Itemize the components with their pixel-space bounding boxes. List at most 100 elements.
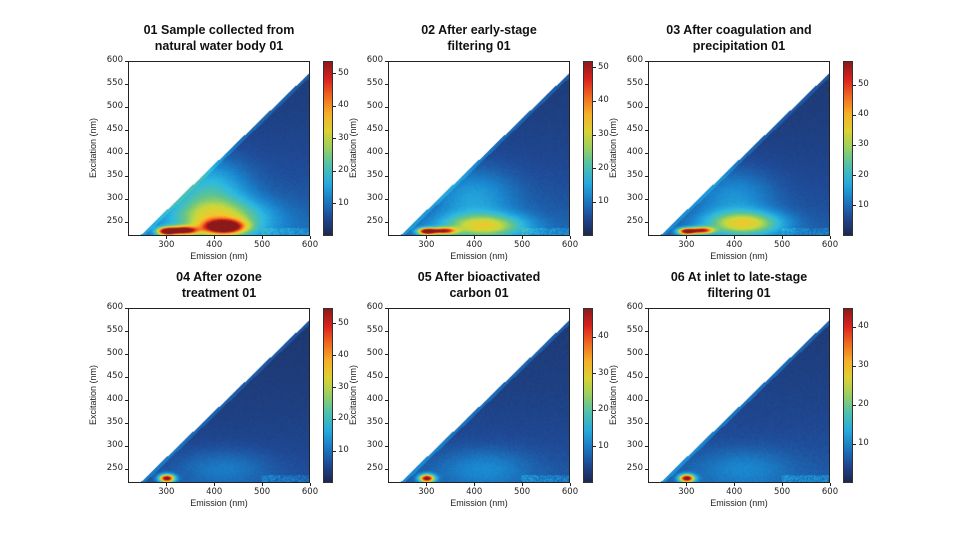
colorbar-tick-mark [853, 444, 856, 445]
colorbar-tick-label: 40 [858, 109, 869, 119]
y-tick-mark [645, 222, 648, 223]
y-tick-mark [385, 199, 388, 200]
y-tick-mark [645, 84, 648, 85]
colorbar-tick-label: 40 [858, 321, 869, 331]
y-tick-label: 500 [104, 348, 123, 358]
chart-title: 05 After bioactivated carbon 01 [358, 269, 600, 301]
colorbar-tick-label: 50 [858, 79, 869, 89]
heatmap-canvas [129, 62, 309, 235]
y-tick-label: 250 [624, 216, 643, 226]
y-tick-label: 400 [104, 394, 123, 404]
y-tick-mark [125, 153, 128, 154]
x-tick-mark [474, 483, 475, 486]
y-tick-mark [125, 130, 128, 131]
colorbar-tick-label: 10 [858, 438, 869, 448]
y-tick-mark [125, 354, 128, 355]
y-tick-label: 300 [104, 193, 123, 203]
x-tick-label: 500 [252, 240, 272, 250]
heatmap-plot [648, 308, 830, 483]
y-tick-mark [125, 61, 128, 62]
x-tick-label: 300 [676, 487, 696, 497]
y-tick-label: 500 [364, 101, 383, 111]
x-tick-mark [686, 236, 687, 239]
x-tick-label: 500 [512, 487, 532, 497]
y-tick-label: 550 [104, 78, 123, 88]
colorbar-tick-mark [593, 135, 596, 136]
y-tick-label: 300 [364, 193, 383, 203]
y-tick-mark [645, 199, 648, 200]
chart-title-line: 05 After bioactivated [358, 269, 600, 285]
y-tick-label: 250 [624, 463, 643, 473]
x-tick-label: 400 [464, 487, 484, 497]
x-axis-label: Emission (nm) [439, 251, 519, 261]
y-tick-mark [645, 176, 648, 177]
colorbar [843, 308, 853, 483]
colorbar-tick-label: 10 [338, 445, 349, 455]
heatmap-canvas [129, 309, 309, 482]
y-tick-mark [645, 61, 648, 62]
heatmap-canvas [649, 62, 829, 235]
colorbar-tick-label: 50 [598, 62, 609, 72]
colorbar [323, 308, 333, 483]
colorbar-tick-mark [333, 138, 336, 139]
x-tick-label: 600 [560, 240, 580, 250]
colorbar-tick-mark [593, 202, 596, 203]
x-tick-label: 500 [512, 240, 532, 250]
y-tick-label: 450 [624, 124, 643, 134]
x-tick-mark [426, 483, 427, 486]
colorbar-tick-mark [333, 451, 336, 452]
y-tick-label: 500 [104, 101, 123, 111]
x-axis-label: Emission (nm) [179, 498, 259, 508]
y-axis-label: Excitation (nm) [348, 355, 358, 435]
y-tick-mark [645, 377, 648, 378]
chart-title-line: natural water body 01 [98, 38, 340, 54]
x-tick-label: 300 [676, 240, 696, 250]
x-tick-label: 400 [204, 240, 224, 250]
y-tick-mark [125, 377, 128, 378]
y-tick-label: 450 [364, 124, 383, 134]
x-tick-mark [310, 483, 311, 486]
y-tick-label: 250 [104, 463, 123, 473]
chart-title-line: filtering 01 [358, 38, 600, 54]
y-tick-mark [385, 354, 388, 355]
y-tick-mark [645, 331, 648, 332]
heatmap-plot [128, 308, 310, 483]
x-tick-mark [782, 483, 783, 486]
x-tick-mark [214, 236, 215, 239]
colorbar-tick-mark [593, 446, 596, 447]
x-tick-label: 500 [772, 240, 792, 250]
colorbar-tick-label: 20 [858, 170, 869, 180]
y-tick-label: 400 [364, 394, 383, 404]
y-tick-mark [385, 153, 388, 154]
chart-title: 03 After coagulation and precipitation 01 [618, 22, 860, 54]
colorbar-tick-label: 30 [858, 139, 869, 149]
y-tick-mark [125, 423, 128, 424]
x-tick-label: 400 [204, 487, 224, 497]
y-tick-label: 400 [624, 394, 643, 404]
y-tick-label: 350 [624, 417, 643, 427]
colorbar [323, 61, 333, 236]
x-axis-label: Emission (nm) [179, 251, 259, 261]
y-tick-mark [385, 61, 388, 62]
colorbar-tick-mark [593, 410, 596, 411]
colorbar-tick-mark [593, 337, 596, 338]
chart-title-line: 01 Sample collected from [98, 22, 340, 38]
x-tick-mark [262, 236, 263, 239]
chart-title-line: 03 After coagulation and [618, 22, 860, 38]
heatmap-plot [388, 308, 570, 483]
y-tick-label: 350 [104, 417, 123, 427]
y-tick-mark [645, 354, 648, 355]
chart-title: 01 Sample collected from natural water bo… [98, 22, 340, 54]
y-tick-label: 300 [364, 440, 383, 450]
colorbar-tick-mark [333, 387, 336, 388]
y-tick-label: 450 [104, 124, 123, 134]
colorbar-tick-label: 20 [858, 399, 869, 409]
y-tick-mark [125, 331, 128, 332]
colorbar-tick-mark [593, 373, 596, 374]
y-tick-mark [385, 107, 388, 108]
colorbar [583, 61, 593, 236]
chart-title: 06 At inlet to late-stage filtering 01 [618, 269, 860, 301]
x-tick-label: 500 [772, 487, 792, 497]
colorbar-tick-label: 10 [338, 198, 349, 208]
y-tick-label: 450 [104, 371, 123, 381]
